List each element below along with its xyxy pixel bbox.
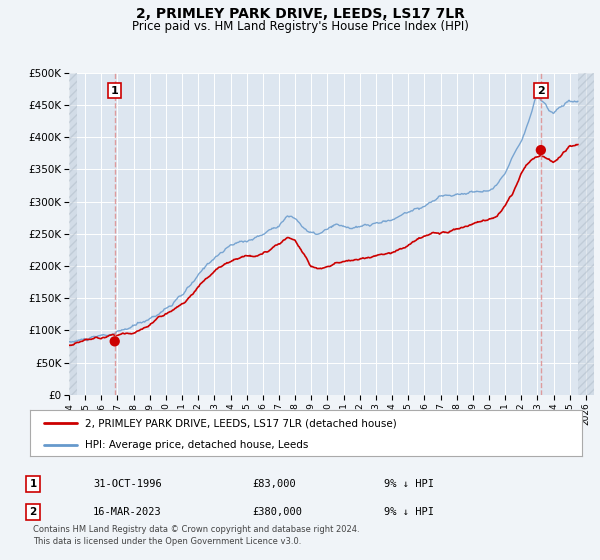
Text: 9% ↓ HPI: 9% ↓ HPI <box>384 479 434 489</box>
Text: HPI: Average price, detached house, Leeds: HPI: Average price, detached house, Leed… <box>85 440 308 450</box>
Text: 2: 2 <box>29 507 37 517</box>
Polygon shape <box>578 73 594 395</box>
Text: £83,000: £83,000 <box>252 479 296 489</box>
Text: 2: 2 <box>537 86 545 96</box>
Text: 31-OCT-1996: 31-OCT-1996 <box>93 479 162 489</box>
Text: Price paid vs. HM Land Registry's House Price Index (HPI): Price paid vs. HM Land Registry's House … <box>131 20 469 32</box>
Polygon shape <box>69 73 77 395</box>
Text: 2, PRIMLEY PARK DRIVE, LEEDS, LS17 7LR: 2, PRIMLEY PARK DRIVE, LEEDS, LS17 7LR <box>136 7 464 21</box>
Text: 16-MAR-2023: 16-MAR-2023 <box>93 507 162 517</box>
Text: 1: 1 <box>29 479 37 489</box>
Text: 9% ↓ HPI: 9% ↓ HPI <box>384 507 434 517</box>
Text: £380,000: £380,000 <box>252 507 302 517</box>
Text: 1: 1 <box>111 86 119 96</box>
Point <box>536 146 545 155</box>
Text: Contains HM Land Registry data © Crown copyright and database right 2024.
This d: Contains HM Land Registry data © Crown c… <box>33 525 359 546</box>
Point <box>110 337 119 346</box>
Text: 2, PRIMLEY PARK DRIVE, LEEDS, LS17 7LR (detached house): 2, PRIMLEY PARK DRIVE, LEEDS, LS17 7LR (… <box>85 418 397 428</box>
